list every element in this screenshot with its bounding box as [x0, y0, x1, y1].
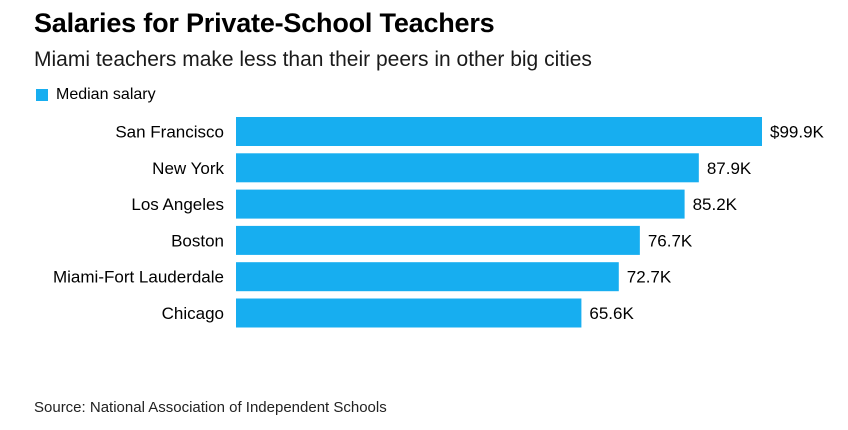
- data-label: 72.7K: [627, 268, 672, 287]
- category-label: Los Angeles: [131, 195, 224, 214]
- source-note: Source: National Association of Independ…: [34, 399, 387, 416]
- bar-4: [236, 262, 619, 292]
- category-label: New York: [152, 159, 224, 178]
- data-label: 65.6K: [589, 304, 634, 323]
- category-label: Miami-Fort Lauderdale: [53, 268, 224, 287]
- bar-5: [236, 298, 582, 328]
- data-label: 87.9K: [707, 159, 752, 178]
- bar-3: [236, 225, 640, 255]
- legend-label: Median salary: [56, 86, 156, 103]
- legend-swatch: [36, 89, 48, 101]
- data-label: $99.9K: [770, 123, 825, 142]
- bar-0: [236, 117, 762, 146]
- bar-2: [236, 189, 685, 219]
- legend: Median salary: [36, 86, 156, 104]
- bar-chart: San Francisco $99.9K New York 87.9K Los Ange…: [53, 117, 825, 328]
- chart-title: Salaries for Private-School Teachers: [34, 8, 495, 38]
- chart-subtitle: Miami teachers make less than their peer…: [34, 48, 592, 71]
- category-label: Boston: [171, 231, 224, 250]
- category-label: Chicago: [162, 304, 224, 323]
- data-label: 76.7K: [648, 231, 693, 250]
- data-label: 85.2K: [693, 195, 738, 214]
- bar-1: [236, 153, 699, 183]
- category-label: San Francisco: [115, 123, 224, 142]
